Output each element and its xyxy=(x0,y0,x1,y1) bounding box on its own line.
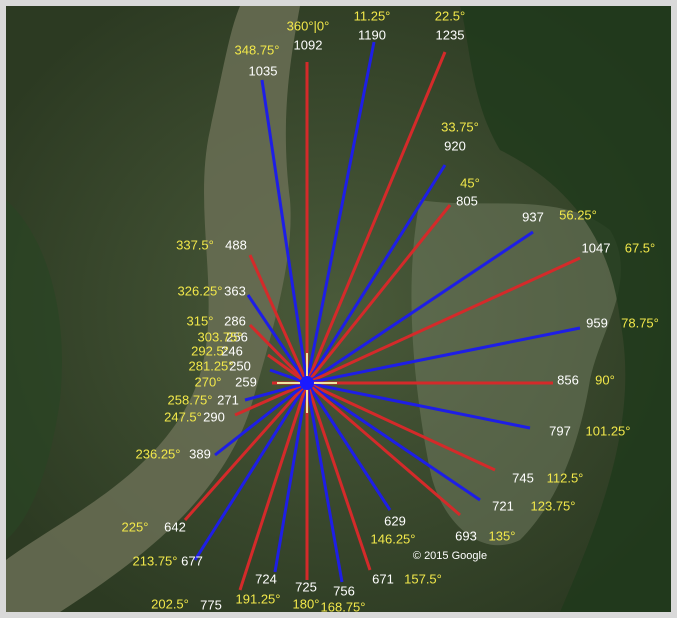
distance-label: 250 xyxy=(229,358,251,373)
angle-label: 90° xyxy=(595,372,615,387)
ray xyxy=(248,323,309,385)
angle-label: 45° xyxy=(460,175,480,190)
angle-label: 270° xyxy=(195,374,222,389)
ray xyxy=(305,41,376,384)
distance-label: 756 xyxy=(333,583,355,598)
ray xyxy=(238,382,309,591)
distance-label: 1035 xyxy=(249,63,278,78)
angle-label: 348.75° xyxy=(235,42,280,57)
ray xyxy=(183,382,309,521)
distance-label: 271 xyxy=(217,392,239,407)
distance-label: 775 xyxy=(200,597,222,612)
distance-label: 693 xyxy=(455,528,477,543)
distance-label: 246 xyxy=(221,343,243,358)
distance-label: 642 xyxy=(164,519,186,534)
attribution: © 2015 Google xyxy=(413,550,487,562)
angle-label: 315° xyxy=(187,313,214,328)
angle-label: 236.25° xyxy=(136,446,181,461)
angle-label: 146.25° xyxy=(371,531,416,546)
forest xyxy=(460,6,671,612)
ray xyxy=(234,381,308,417)
distance-label: 290 xyxy=(203,409,225,424)
ray xyxy=(260,79,309,384)
distance-label: 677 xyxy=(181,553,203,568)
angle-label: 33.75° xyxy=(441,119,479,134)
ray xyxy=(306,381,461,517)
distance-label: 797 xyxy=(549,423,571,438)
distance-label: 856 xyxy=(557,372,579,387)
ray xyxy=(244,381,308,402)
distance-label: 937 xyxy=(522,209,544,224)
ray xyxy=(305,382,344,583)
distance-label: 259 xyxy=(235,374,257,389)
forest-left xyxy=(6,200,62,540)
angle-label: 135° xyxy=(489,528,516,543)
distance-label: 745 xyxy=(512,470,534,485)
angle-label: 123.75° xyxy=(531,498,576,513)
angle-label: 112.5° xyxy=(547,470,584,485)
ray xyxy=(306,326,581,385)
distance-label: 1092 xyxy=(294,37,323,52)
distance-label: 1047 xyxy=(582,240,611,255)
angle-label: 258.75° xyxy=(168,392,213,407)
distance-label: 389 xyxy=(189,446,211,461)
ray xyxy=(306,381,496,472)
ray xyxy=(306,381,531,430)
ray xyxy=(246,294,309,384)
angle-label: 191.25° xyxy=(236,591,281,606)
distance-label: 721 xyxy=(492,498,514,513)
angle-label: 56.25° xyxy=(559,207,597,222)
river xyxy=(6,6,300,612)
ray xyxy=(248,254,309,384)
angle-label: 78.75° xyxy=(621,315,659,330)
ray xyxy=(273,382,309,573)
angle-label: 247.5° xyxy=(164,409,202,424)
ray xyxy=(306,256,581,385)
angle-label: 292.5° xyxy=(191,343,229,358)
distance-label: 256 xyxy=(226,329,248,344)
ray xyxy=(305,382,372,571)
ray xyxy=(305,51,447,384)
distance-label: 629 xyxy=(384,513,406,528)
ray xyxy=(305,204,452,384)
angle-label: 180° xyxy=(293,596,320,611)
ray xyxy=(214,381,308,457)
distance-label: 1190 xyxy=(358,27,386,42)
ray xyxy=(305,382,392,511)
distance-label: 1235 xyxy=(436,27,465,42)
distance-label: 724 xyxy=(255,571,277,586)
angle-label: 303.75° xyxy=(198,329,243,344)
angle-label: 202.5° xyxy=(151,596,189,611)
angle-label: 281.25° xyxy=(189,358,234,373)
rays xyxy=(183,41,581,591)
ray xyxy=(305,164,447,384)
distance-label: 725 xyxy=(295,579,317,594)
distance-label: 920 xyxy=(444,138,466,153)
center-point xyxy=(300,376,314,390)
ray xyxy=(306,381,481,502)
distance-label: 488 xyxy=(225,237,247,252)
angle-label: 168.75° xyxy=(321,599,366,614)
angle-label: 67.5° xyxy=(625,240,656,255)
angle-label: 326.25° xyxy=(178,283,223,298)
angle-label: 213.75° xyxy=(133,553,178,568)
ray xyxy=(306,230,534,385)
angle-label: 360°|0° xyxy=(287,18,330,33)
angle-label: 11.25° xyxy=(354,8,391,23)
angle-label: 157.5° xyxy=(404,571,442,586)
distance-label: 959 xyxy=(586,315,608,330)
angle-label: 22.5° xyxy=(435,8,466,23)
ray xyxy=(193,382,309,561)
distance-label: 286 xyxy=(224,313,246,328)
angle-label: 225° xyxy=(122,519,149,534)
distance-label: 671 xyxy=(372,571,394,586)
distance-label: 805 xyxy=(456,193,478,208)
angle-label: 101.25° xyxy=(586,423,631,438)
mudflat xyxy=(411,200,621,546)
distance-label: 363 xyxy=(224,283,246,298)
angle-label: 337.5° xyxy=(176,237,214,252)
